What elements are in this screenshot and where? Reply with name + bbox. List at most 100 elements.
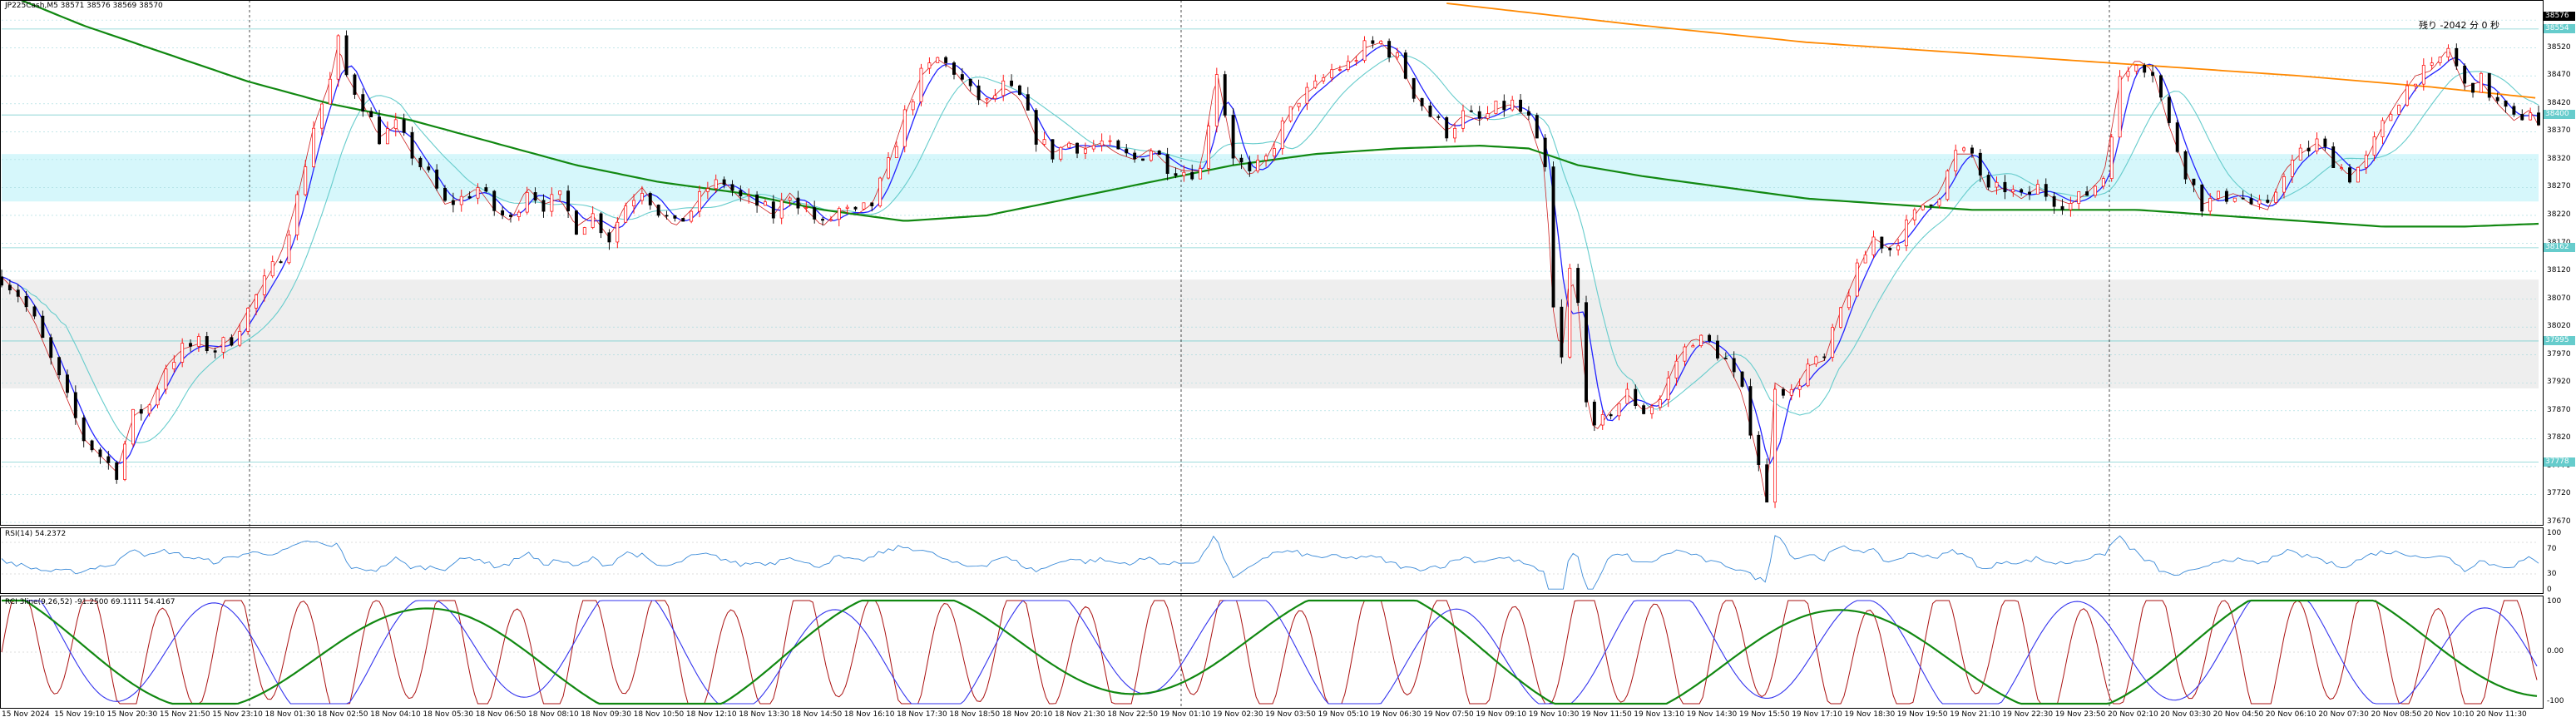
candle-body xyxy=(541,200,546,212)
candle-body xyxy=(1871,236,1876,255)
candle-body xyxy=(517,211,521,217)
candle-body xyxy=(2077,191,2081,204)
candle-body xyxy=(1412,77,1416,99)
candle-body xyxy=(66,374,69,393)
candle-body xyxy=(1526,111,1530,116)
candle-body xyxy=(640,193,644,201)
candle-body xyxy=(714,179,718,190)
candle-body xyxy=(2340,167,2344,169)
price-label: 37870 xyxy=(2547,405,2571,414)
candle-body xyxy=(739,190,743,196)
candle-body xyxy=(1305,87,1309,104)
time-label: 18 Nov 05:30 xyxy=(423,710,474,719)
sub-display-button[interactable]: サブ表示 xyxy=(2481,509,2514,518)
candle-body xyxy=(32,306,37,317)
candle-body xyxy=(353,74,357,95)
candle-body xyxy=(2529,112,2533,121)
candle-body xyxy=(1970,147,1974,154)
time-label: 19 Nov 03:50 xyxy=(1265,710,1316,719)
candle-body xyxy=(1822,356,1827,359)
symbol-header: JP225Cash,M5 38571 38576 38569 38570 xyxy=(5,2,163,10)
candle-body xyxy=(2290,160,2294,177)
price-label: 37920 xyxy=(2547,378,2571,387)
candle-body xyxy=(2315,138,2319,151)
candle-body xyxy=(393,119,398,129)
candle-body xyxy=(698,190,701,212)
candle-body xyxy=(558,190,562,195)
candle-body xyxy=(1831,327,1835,358)
price-label: 38270 xyxy=(2547,182,2571,191)
rsi-scale-0: 0 xyxy=(2547,586,2552,594)
time-label: 19 Nov 13:10 xyxy=(1634,710,1684,719)
candle-body xyxy=(1486,113,1490,119)
candle-body xyxy=(1748,386,1753,436)
price-tag: 37778 xyxy=(2544,457,2575,467)
candle-body xyxy=(821,219,825,221)
candle-body xyxy=(2282,176,2286,193)
candle-body xyxy=(624,205,628,223)
time-label: 15 Nov 2024 xyxy=(2,710,50,719)
candle-body xyxy=(1609,414,1613,417)
main-display-button[interactable]: メイン表示 xyxy=(2419,509,2460,518)
time-label: 19 Nov 01:10 xyxy=(1159,710,1211,719)
candle-body xyxy=(2405,85,2410,106)
candle-body xyxy=(1337,69,1342,71)
candle-body xyxy=(1715,340,1719,359)
candle-body xyxy=(2159,75,2163,98)
time-label: 18 Nov 13:30 xyxy=(739,710,789,719)
candle-body xyxy=(1034,110,1038,145)
candle-body xyxy=(402,119,406,133)
time-label: 18 Nov 08:10 xyxy=(528,710,579,719)
candle-body xyxy=(2241,197,2245,200)
candle-body xyxy=(1617,403,1621,417)
candle-body xyxy=(550,194,554,212)
candle-body xyxy=(2298,147,2302,161)
candle-body xyxy=(1937,199,1941,206)
candle-body xyxy=(788,197,792,201)
time-label: 18 Nov 14:50 xyxy=(791,710,843,719)
candle-body xyxy=(451,200,455,205)
candle-body xyxy=(887,157,890,179)
candle-body xyxy=(1362,40,1367,62)
time-label: 20 Nov 11:30 xyxy=(2476,710,2527,719)
candle-body xyxy=(2151,72,2155,77)
candle-body xyxy=(443,187,447,201)
candle-body xyxy=(919,67,923,102)
time-label: 20 Nov 03:30 xyxy=(2160,710,2211,719)
candle-body xyxy=(977,85,981,101)
candle-body xyxy=(1051,139,1055,160)
candle-body xyxy=(1732,358,1736,373)
candle-body xyxy=(1757,434,1761,466)
candle-body xyxy=(1880,236,1884,249)
candle-body xyxy=(1625,388,1629,404)
candle-body xyxy=(492,190,497,211)
price-label: 37670 xyxy=(2547,517,2571,526)
candle-body xyxy=(304,166,308,195)
candle-body xyxy=(878,177,883,206)
candle-body xyxy=(1986,175,1990,188)
candle-body xyxy=(435,169,439,189)
candle-body xyxy=(2463,65,2467,84)
candle-body xyxy=(1551,166,1555,308)
candle-body xyxy=(870,202,874,206)
rci-fast-line xyxy=(1,600,2538,705)
candle-body xyxy=(1839,307,1842,328)
time-label: 20 Nov 02:10 xyxy=(2108,710,2158,719)
candle-body xyxy=(279,261,283,264)
time-label: 18 Nov 09:30 xyxy=(581,710,631,719)
zone-cyan xyxy=(2,154,2539,202)
candle-body xyxy=(1125,148,1129,154)
candle-body xyxy=(656,205,660,216)
candle-body xyxy=(312,127,316,167)
candle-body xyxy=(985,98,989,101)
candle-body xyxy=(1600,414,1604,426)
time-label: 19 Nov 23:50 xyxy=(2054,710,2106,719)
candle-body xyxy=(270,261,274,277)
time-label: 18 Nov 10:50 xyxy=(633,710,685,719)
candle-body xyxy=(427,166,431,171)
candle-body xyxy=(902,109,907,147)
candle-body xyxy=(230,337,234,346)
candle-body xyxy=(862,202,866,210)
